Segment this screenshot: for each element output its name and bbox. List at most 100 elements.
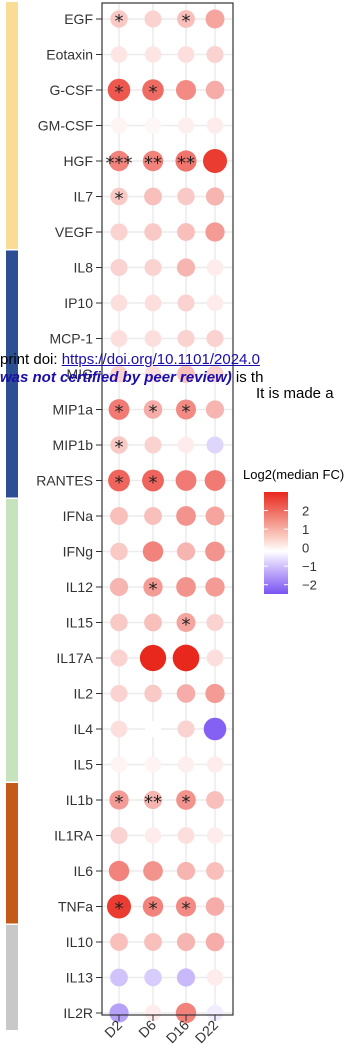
dot-G-CSF-D22 <box>205 80 225 100</box>
y-label-Eotaxin: Eotaxin <box>46 47 93 63</box>
dot-IL15-D6 <box>144 613 162 632</box>
legend-tick-label: 0 <box>302 541 309 556</box>
dot-IL2R-D16 <box>175 1002 197 1024</box>
dot-IL8-D6 <box>144 258 162 277</box>
dot-IL10-D2 <box>110 933 128 951</box>
sig-mark-IL1b-D2: * <box>115 792 124 813</box>
legend-ticks: 2 1 0 −1 −2 <box>264 504 317 593</box>
legend-tick-label: 1 <box>302 522 309 537</box>
color-legend: Log2(median FC) 2 1 0 −1 −2 <box>243 467 344 594</box>
dot-MIG-D16 <box>177 365 195 383</box>
dot-IL17A-D22 <box>206 649 224 667</box>
dot-MIP1b-D16 <box>177 436 195 454</box>
dot-TNFa-D16 <box>175 896 197 917</box>
y-label-IFNg: IFNg <box>63 544 93 560</box>
group-bar-5 <box>6 925 18 1030</box>
y-label-MIP1a: MIP1a <box>53 402 94 418</box>
legend-tick-label: −1 <box>302 559 317 574</box>
dot-VEGF-D22 <box>205 222 225 242</box>
y-label-MIG: MIG <box>67 366 93 382</box>
dot-IL1b-D16 <box>176 790 196 810</box>
dot-IL6-D2 <box>108 860 130 882</box>
legend-colorbar <box>264 492 288 594</box>
dot-MIG-D6 <box>144 365 162 383</box>
dot-IL5-D2 <box>110 756 128 773</box>
overlay-doi-link[interactable]: https://doi.org/10.1101/2024.0 <box>61 351 260 368</box>
dot-IL10-D16 <box>176 932 196 952</box>
sig-mark-IL1b-D16: * <box>182 792 191 813</box>
y-label-HGF: HGF <box>63 153 93 169</box>
dot-MIG-D22 <box>206 365 224 383</box>
dot-IP10-D6 <box>144 294 162 312</box>
dot-RANTES-D22 <box>204 470 226 491</box>
dot-IL13-D2 <box>110 968 128 987</box>
y-label-MCP-1: MCP-1 <box>49 331 93 347</box>
overlay-made-line: It is made a <box>256 385 334 402</box>
dot-IL10-D6 <box>144 933 162 951</box>
dot-IFNg-D6 <box>142 541 164 562</box>
dot-VEGF-D2 <box>110 223 128 241</box>
y-label-IL12: IL12 <box>66 579 93 595</box>
dot-EGF-D6 <box>144 10 162 28</box>
overlay-review-bold: was not certified by peer review) <box>0 369 232 386</box>
dot-IL5-D22 <box>206 756 224 773</box>
y-label-IL1b: IL1b <box>66 792 93 808</box>
y-label-IL17A: IL17A <box>56 650 93 666</box>
dot-MIG-D2 <box>110 365 128 383</box>
y-label-GM-CSF: GM-CSF <box>38 118 93 134</box>
x-label-D22: D22 <box>192 1017 222 1047</box>
dot-IL12-D16 <box>176 577 196 597</box>
dot-MIP1a-D2 <box>108 399 130 420</box>
sig-mark-MIP1b-D2: * <box>115 437 124 458</box>
y-label-IL2R: IL2R <box>63 1005 93 1021</box>
dot-IL2-D6 <box>144 684 162 703</box>
dot-MIP1b-D6 <box>144 436 162 454</box>
dot-IFNg-D16 <box>176 542 196 561</box>
dot-VEGF-D6 <box>144 223 162 241</box>
dot-IP10-D16 <box>177 294 195 312</box>
group-bar-2 <box>6 250 18 498</box>
sig-mark-RANTES-D6: * <box>149 473 158 494</box>
sig-mark-MIP1a-D16: * <box>182 402 191 423</box>
sig-mark-MIP1a-D2: * <box>115 402 124 423</box>
dot-MIP1b-D2 <box>110 436 128 454</box>
y-label-EGF: EGF <box>64 11 93 27</box>
dot-Eotaxin-D16 <box>177 46 195 63</box>
sig-mark-G-CSF-D6: * <box>149 82 158 103</box>
dot-IL2-D22 <box>205 683 225 704</box>
overlay-doi-line: print doi: https://doi.org/10.1101/2024.… <box>0 351 260 368</box>
dot-IL5-D6 <box>144 756 162 773</box>
dot-MCP-1-D6 <box>144 330 162 347</box>
y-label-IL15: IL15 <box>66 615 93 631</box>
dot-IP10-D2 <box>110 294 128 312</box>
y-label-IL1RA: IL1RA <box>54 828 94 844</box>
sig-mark-IL1b-D6: ** <box>144 792 162 813</box>
dot-IL1b-D6 <box>143 790 163 810</box>
dot-MIP1b-D22 <box>206 436 224 454</box>
dot-HGF-D22 <box>202 148 228 174</box>
sig-mark-IL15-D16: * <box>182 615 191 636</box>
dot-RANTES-D6 <box>142 469 164 492</box>
dot-EGF-D2 <box>110 10 128 28</box>
dot-IL15-D16 <box>176 613 196 632</box>
y-label-TNFa: TNFa <box>58 899 93 915</box>
dot-IL10-D22 <box>205 932 225 952</box>
dot-IL1RA-D6 <box>144 827 162 844</box>
dot-Eotaxin-D6 <box>144 46 162 63</box>
y-label-IL6: IL6 <box>74 863 94 879</box>
dot-GM-CSF-D6 <box>144 117 162 134</box>
dot-IL13-D22 <box>206 969 224 986</box>
dot-IL7-D22 <box>205 187 225 206</box>
dot-IL2-D16 <box>176 684 196 703</box>
dot-IFNa-D22 <box>205 506 225 526</box>
dot-HGF-D2 <box>108 150 130 172</box>
sig-mark-IL7-D2: * <box>115 189 124 210</box>
dot-IL17A-D16 <box>172 644 200 672</box>
dot-EGF-D16 <box>177 10 195 28</box>
legend-tick-label: 2 <box>302 504 309 519</box>
dot-TNFa-D22 <box>205 897 225 916</box>
panel-border <box>101 2 234 1016</box>
dot-IL4-D2 <box>110 720 128 738</box>
dot-RANTES-D2 <box>108 469 130 492</box>
y-label-RANTES: RANTES <box>36 473 93 489</box>
